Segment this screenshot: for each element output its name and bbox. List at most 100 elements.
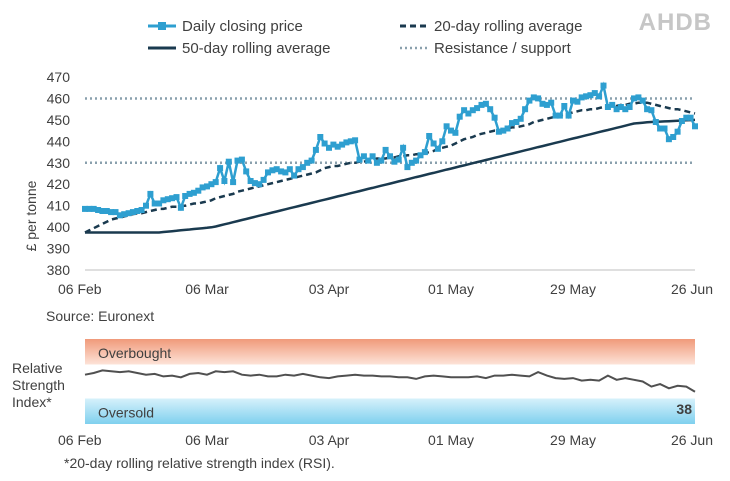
daily-price-marker [526,97,533,104]
daily-price-marker [417,152,424,159]
daily-price-marker [570,97,576,104]
daily-price-marker [400,144,407,151]
rsi-x-tick-label: 26 Jun [671,432,713,448]
daily-price-marker [177,204,184,211]
daily-price-marker [609,101,616,108]
rsi-series [84,369,696,393]
daily-price-marker [692,123,698,130]
legend-50day: 50-day rolling average [148,40,330,57]
daily-price-marker [426,133,433,139]
daily-price-marker [574,98,581,105]
daily-price-marker [129,209,136,216]
daily-price-marker [587,92,594,99]
rsi-x-ticks: 06 Feb 06 Mar 03 Apr 01 May 29 May 26 Jun [58,432,713,448]
x-tick-label: 06 Feb [58,281,102,297]
daily-price-marker [491,114,498,121]
daily-price-marker [169,195,176,202]
daily-price-marker [622,106,629,113]
daily-price-marker [269,167,276,174]
y-tick-label: 430 [47,155,71,171]
daily-price-marker [317,134,324,140]
daily-price-marker [247,178,254,184]
daily-price-marker [86,205,93,212]
daily-price-marker [504,125,511,132]
daily-price-marker [596,93,603,100]
daily-price-marker [583,93,590,100]
daily-price-marker [382,146,389,153]
daily-price-marker [212,179,219,186]
daily-price-marker [352,137,359,144]
daily-price-marker [683,114,690,121]
legend-20day-label: 20-day rolling average [434,18,582,35]
daily-price-marker [535,95,542,102]
main-series [82,81,698,234]
daily-price-marker [395,156,402,163]
daily-price-marker [103,208,110,214]
daily-price-marker [147,190,154,197]
daily-price-marker [282,169,289,176]
daily-price-marker [295,166,302,173]
daily-price-marker [112,209,119,216]
resistance-support-lines [85,97,695,165]
daily-price-marker [299,164,306,171]
rsi-label-line1: Relative [12,360,63,376]
daily-price-marker [199,184,206,191]
daily-price-marker [591,90,598,97]
y-tick-label: 460 [47,90,71,106]
daily-price-marker [278,168,285,175]
daily-price-marker [95,207,102,213]
rsi-line [84,369,696,393]
ahdb-logo: AHDB [639,9,712,36]
legend-daily-label: Daily closing price [182,18,303,35]
daily-price-marker [182,193,189,199]
rsi-bands: Overbought Oversold [85,339,695,424]
rsi-label-line3: Index* [12,394,52,410]
daily-price-marker [465,110,472,117]
daily-price-marker [600,82,607,89]
daily-price-marker [121,211,128,218]
daily-price-marker [665,136,672,143]
daily-price-marker [548,99,555,106]
source-note: Source: Euronext [46,308,154,324]
daily-price-marker [443,123,450,130]
oversold-band [85,398,695,424]
y-tick-label: 410 [47,198,71,214]
daily-price-marker [151,200,158,207]
daily-price-marker [461,107,468,114]
daily-price-marker [578,94,585,101]
y-tick-label: 450 [47,112,71,128]
daily-price-marker [217,165,224,172]
legend-daily: Daily closing price [148,18,303,35]
daily-price-marker [482,100,489,107]
daily-price-marker [286,166,293,173]
rsi-x-tick-label: 01 May [428,432,474,448]
daily-price-marker [308,157,315,164]
x-tick-label: 29 May [550,281,596,297]
overbought-band [85,339,695,365]
x-tick-label: 06 Mar [185,281,229,297]
y-tick-label: 390 [47,241,71,257]
daily-price-marker [265,169,271,176]
daily-price-marker [430,140,437,147]
daily-price-marker [273,166,280,173]
daily-price-marker [421,149,428,156]
daily-price-marker [108,209,115,216]
daily-price-marker [648,107,655,114]
daily-price-marker [304,159,311,166]
daily-price-marker [312,146,319,153]
y-tick-label: 470 [47,69,71,85]
y-tick-label: 440 [47,133,71,149]
daily-price-marker [561,103,568,109]
daily-price-marker [448,127,454,134]
daily-price-marker [143,202,149,209]
daily-price-marker [530,94,537,101]
daily-price-marker [326,144,332,151]
legend-20day: 20-day rolling average [400,18,582,35]
y-axis-label: £ per tonne [23,180,39,251]
daily-price-marker [670,134,677,140]
series-20-day-average [84,101,696,234]
daily-price-marker [522,106,529,113]
x-tick-label: 26 Jun [671,281,713,297]
legend-50day-label: 50-day rolling average [182,40,330,57]
